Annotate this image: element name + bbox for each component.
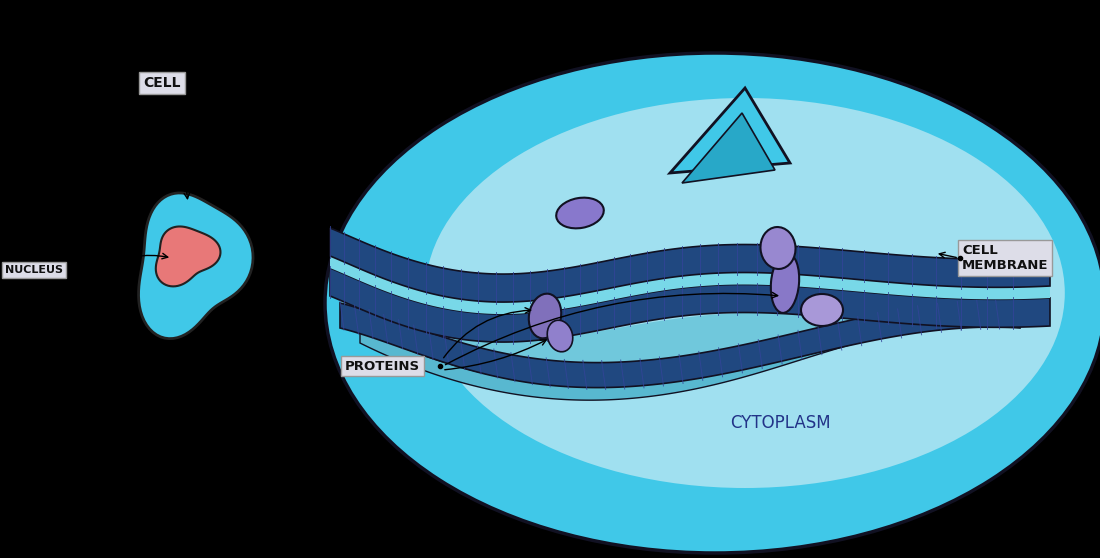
Polygon shape: [330, 256, 1050, 314]
Text: CELL
MEMBRANE: CELL MEMBRANE: [962, 244, 1048, 272]
Polygon shape: [330, 268, 1050, 342]
Polygon shape: [340, 296, 1020, 363]
Polygon shape: [330, 228, 1050, 302]
Text: CYTOPLASM: CYTOPLASM: [729, 414, 830, 432]
Text: PROTEINS: PROTEINS: [345, 359, 420, 373]
Text: NUCLEUS: NUCLEUS: [6, 265, 63, 275]
Polygon shape: [139, 193, 253, 339]
Ellipse shape: [760, 227, 795, 269]
Ellipse shape: [547, 320, 573, 352]
Polygon shape: [340, 302, 1020, 388]
Polygon shape: [360, 318, 900, 400]
Ellipse shape: [801, 294, 843, 326]
Polygon shape: [156, 227, 220, 286]
Ellipse shape: [771, 253, 800, 313]
Ellipse shape: [426, 98, 1065, 488]
Ellipse shape: [324, 53, 1100, 553]
Ellipse shape: [557, 198, 604, 228]
Text: CELL: CELL: [143, 76, 180, 90]
Ellipse shape: [529, 294, 561, 338]
Polygon shape: [682, 113, 776, 183]
Polygon shape: [670, 88, 790, 173]
